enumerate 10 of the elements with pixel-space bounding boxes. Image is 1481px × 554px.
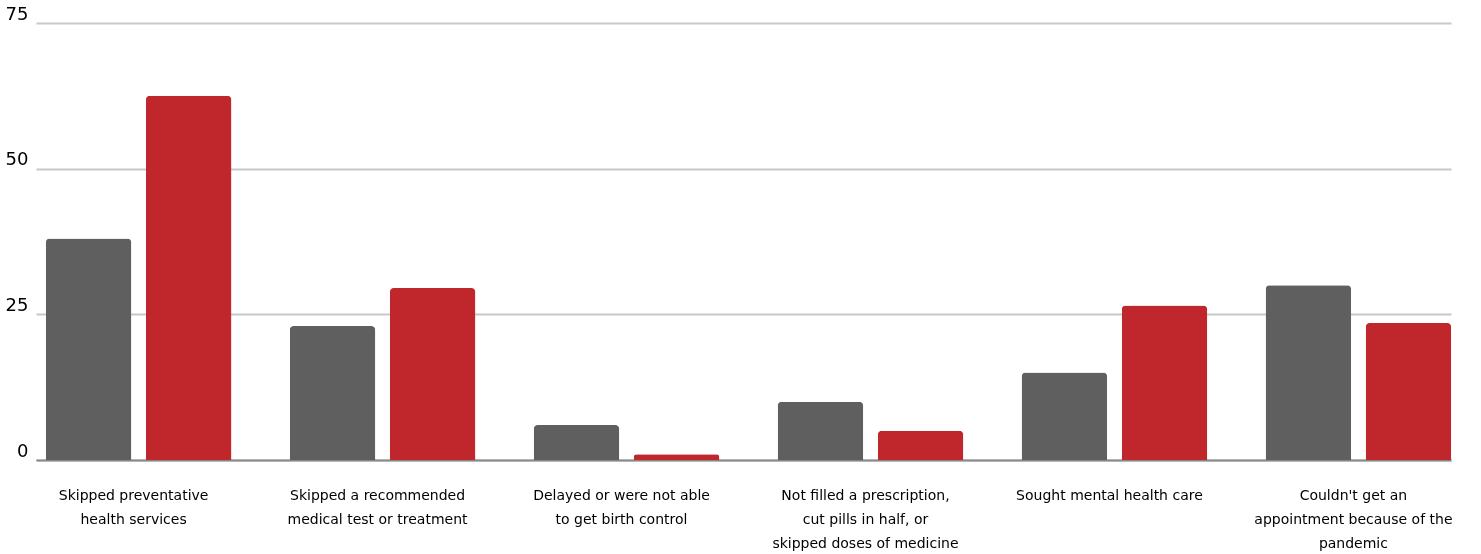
x-tick-label: Sought mental health care	[1016, 486, 1203, 503]
y-tick-label: 25	[5, 293, 29, 315]
x-tick-label: Delayed or were not able to get birth control	[533, 486, 710, 527]
x-tick-label: Not filled a prescription, cut pills in half, or skipped doses of medicine	[772, 486, 959, 551]
y-tick-label: 0	[17, 439, 29, 461]
y-tick-label: 75	[5, 2, 29, 24]
x-tick-label: Skipped preventative health services	[58, 486, 209, 527]
x-tick-label: Couldn't get an appointment because of the pandemic	[1254, 486, 1453, 551]
x-tick-label: Skipped a recommended medical test or treatment	[287, 486, 469, 527]
y-tick-label: 50	[5, 148, 29, 170]
